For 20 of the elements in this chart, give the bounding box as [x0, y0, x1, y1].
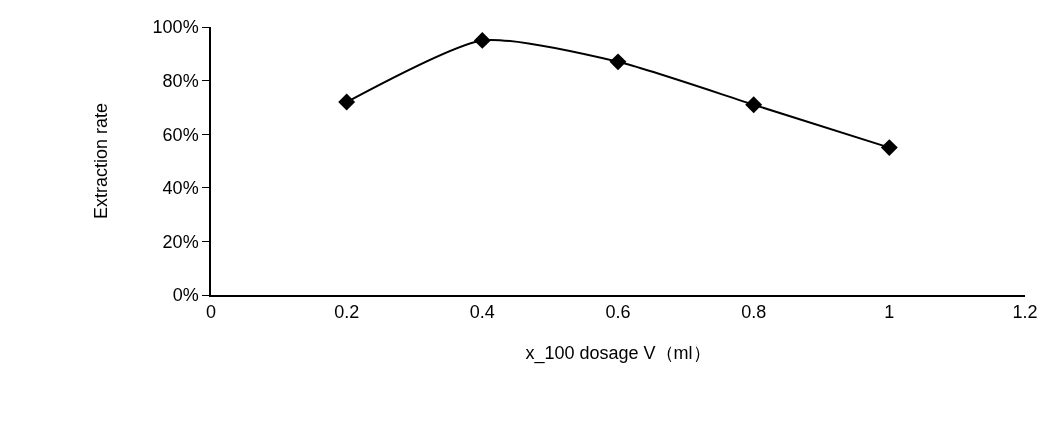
point — [880, 139, 898, 157]
y-tick-label: 60% — [162, 124, 199, 145]
y-tick-label: 100% — [152, 17, 199, 38]
y-tick-label: 0% — [172, 285, 199, 306]
x-tick-label: 0 — [205, 302, 217, 323]
point — [473, 31, 491, 49]
x-tick-label: 0.4 — [469, 302, 495, 323]
x-tick-label: 0.8 — [741, 302, 767, 323]
y-tick-label: 80% — [162, 70, 199, 91]
x-tick-label: 1.2 — [1012, 302, 1038, 323]
point — [745, 96, 763, 114]
x-tick-label: 0.6 — [605, 302, 631, 323]
x-axis-title: x_100 dosage V（ml） — [525, 342, 711, 364]
y-axis-title: Extraction rate — [91, 102, 112, 220]
y-tick-label: 40% — [162, 178, 199, 199]
x-tick-label: 1 — [884, 302, 895, 323]
y-tick-label: 20% — [162, 231, 199, 252]
point — [338, 93, 356, 111]
point — [609, 53, 627, 71]
x-tick-label: 0.2 — [334, 302, 360, 323]
